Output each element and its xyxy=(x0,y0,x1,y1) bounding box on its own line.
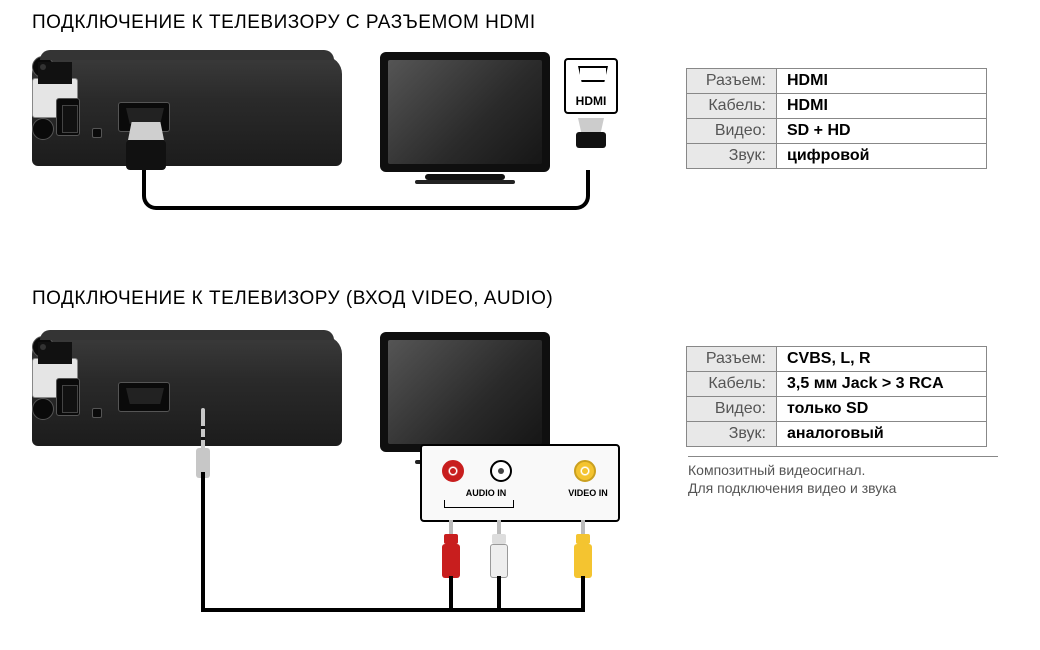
section-title-hdmi: ПОДКЛЮЧЕНИЕ К ТЕЛЕВИЗОРУ С РАЗЪЕМОМ HDMI xyxy=(32,12,536,34)
note-text: Композитный видеосигнал. Для подключения… xyxy=(688,456,998,497)
av-cable-icon xyxy=(201,472,205,612)
dc-port-icon xyxy=(32,398,54,420)
table-value: SD + HD xyxy=(777,119,987,144)
table-label: Звук: xyxy=(687,144,777,169)
spec-table-av: Разъем:CVBS, L, R Кабель:3,5 мм Jack > 3… xyxy=(686,346,987,447)
settop-box xyxy=(32,56,342,166)
table-value: HDMI xyxy=(777,94,987,119)
usb-port-icon xyxy=(56,98,80,136)
note-line-1: Композитный видеосигнал. xyxy=(688,462,865,478)
section-title-av: ПОДКЛЮЧЕНИЕ К ТЕЛЕВИЗОРУ (ВХОД VIDEO, AU… xyxy=(32,288,553,310)
usb-port-icon xyxy=(56,378,80,416)
rca-jack-white-icon xyxy=(490,460,512,482)
rca-plug-white-icon xyxy=(490,520,508,578)
hdmi-panel-label: HDMI xyxy=(566,94,616,108)
av-cable-icon xyxy=(449,576,453,612)
rca-panel: AUDIO IN VIDEO IN xyxy=(420,444,620,522)
table-label: Кабель: xyxy=(687,372,777,397)
av-cable-icon xyxy=(201,608,585,612)
av-cable-icon xyxy=(497,576,501,612)
reset-button-icon xyxy=(92,128,102,138)
hdmi-plug-box-icon xyxy=(126,122,166,172)
audio-in-label: AUDIO IN xyxy=(446,488,526,498)
rca-plug-red-icon xyxy=(442,520,460,578)
table-value: HDMI xyxy=(777,69,987,94)
table-label: Кабель: xyxy=(687,94,777,119)
table-value: цифровой xyxy=(777,144,987,169)
table-label: Разъем: xyxy=(687,69,777,94)
av-cable-icon xyxy=(581,576,585,612)
settop-box xyxy=(32,336,342,446)
hdmi-plug-tv-icon xyxy=(576,118,606,146)
dc-port-icon xyxy=(32,118,54,140)
tv-icon xyxy=(380,52,550,184)
hdmi-cable-icon xyxy=(142,170,590,210)
video-in-label: VIDEO IN xyxy=(560,488,616,498)
table-label: Видео: xyxy=(687,397,777,422)
rca-jack-yellow-icon xyxy=(574,460,596,482)
table-label: Звук: xyxy=(687,422,777,447)
hdmi-tv-panel: HDMI xyxy=(564,58,618,114)
rca-plug-yellow-icon xyxy=(574,520,592,578)
table-value: аналоговый xyxy=(777,422,987,447)
table-label: Разъем: xyxy=(687,347,777,372)
table-value: CVBS, L, R xyxy=(777,347,987,372)
note-line-2: Для подключения видео и звука xyxy=(688,480,896,496)
bracket-icon xyxy=(444,500,514,508)
table-value: 3,5 мм Jack > 3 RCA xyxy=(777,372,987,397)
table-label: Видео: xyxy=(687,119,777,144)
spec-table-hdmi: Разъем:HDMI Кабель:HDMI Видео:SD + HD Зв… xyxy=(686,68,987,169)
table-value: только SD xyxy=(777,397,987,422)
rca-jack-red-icon xyxy=(442,460,464,482)
reset-button-icon xyxy=(92,408,102,418)
hdmi-port-icon xyxy=(118,382,170,412)
jack-plug-icon xyxy=(196,408,210,478)
